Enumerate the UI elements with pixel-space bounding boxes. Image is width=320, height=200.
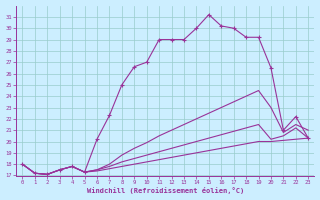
X-axis label: Windchill (Refroidissement éolien,°C): Windchill (Refroidissement éolien,°C) <box>87 187 244 194</box>
